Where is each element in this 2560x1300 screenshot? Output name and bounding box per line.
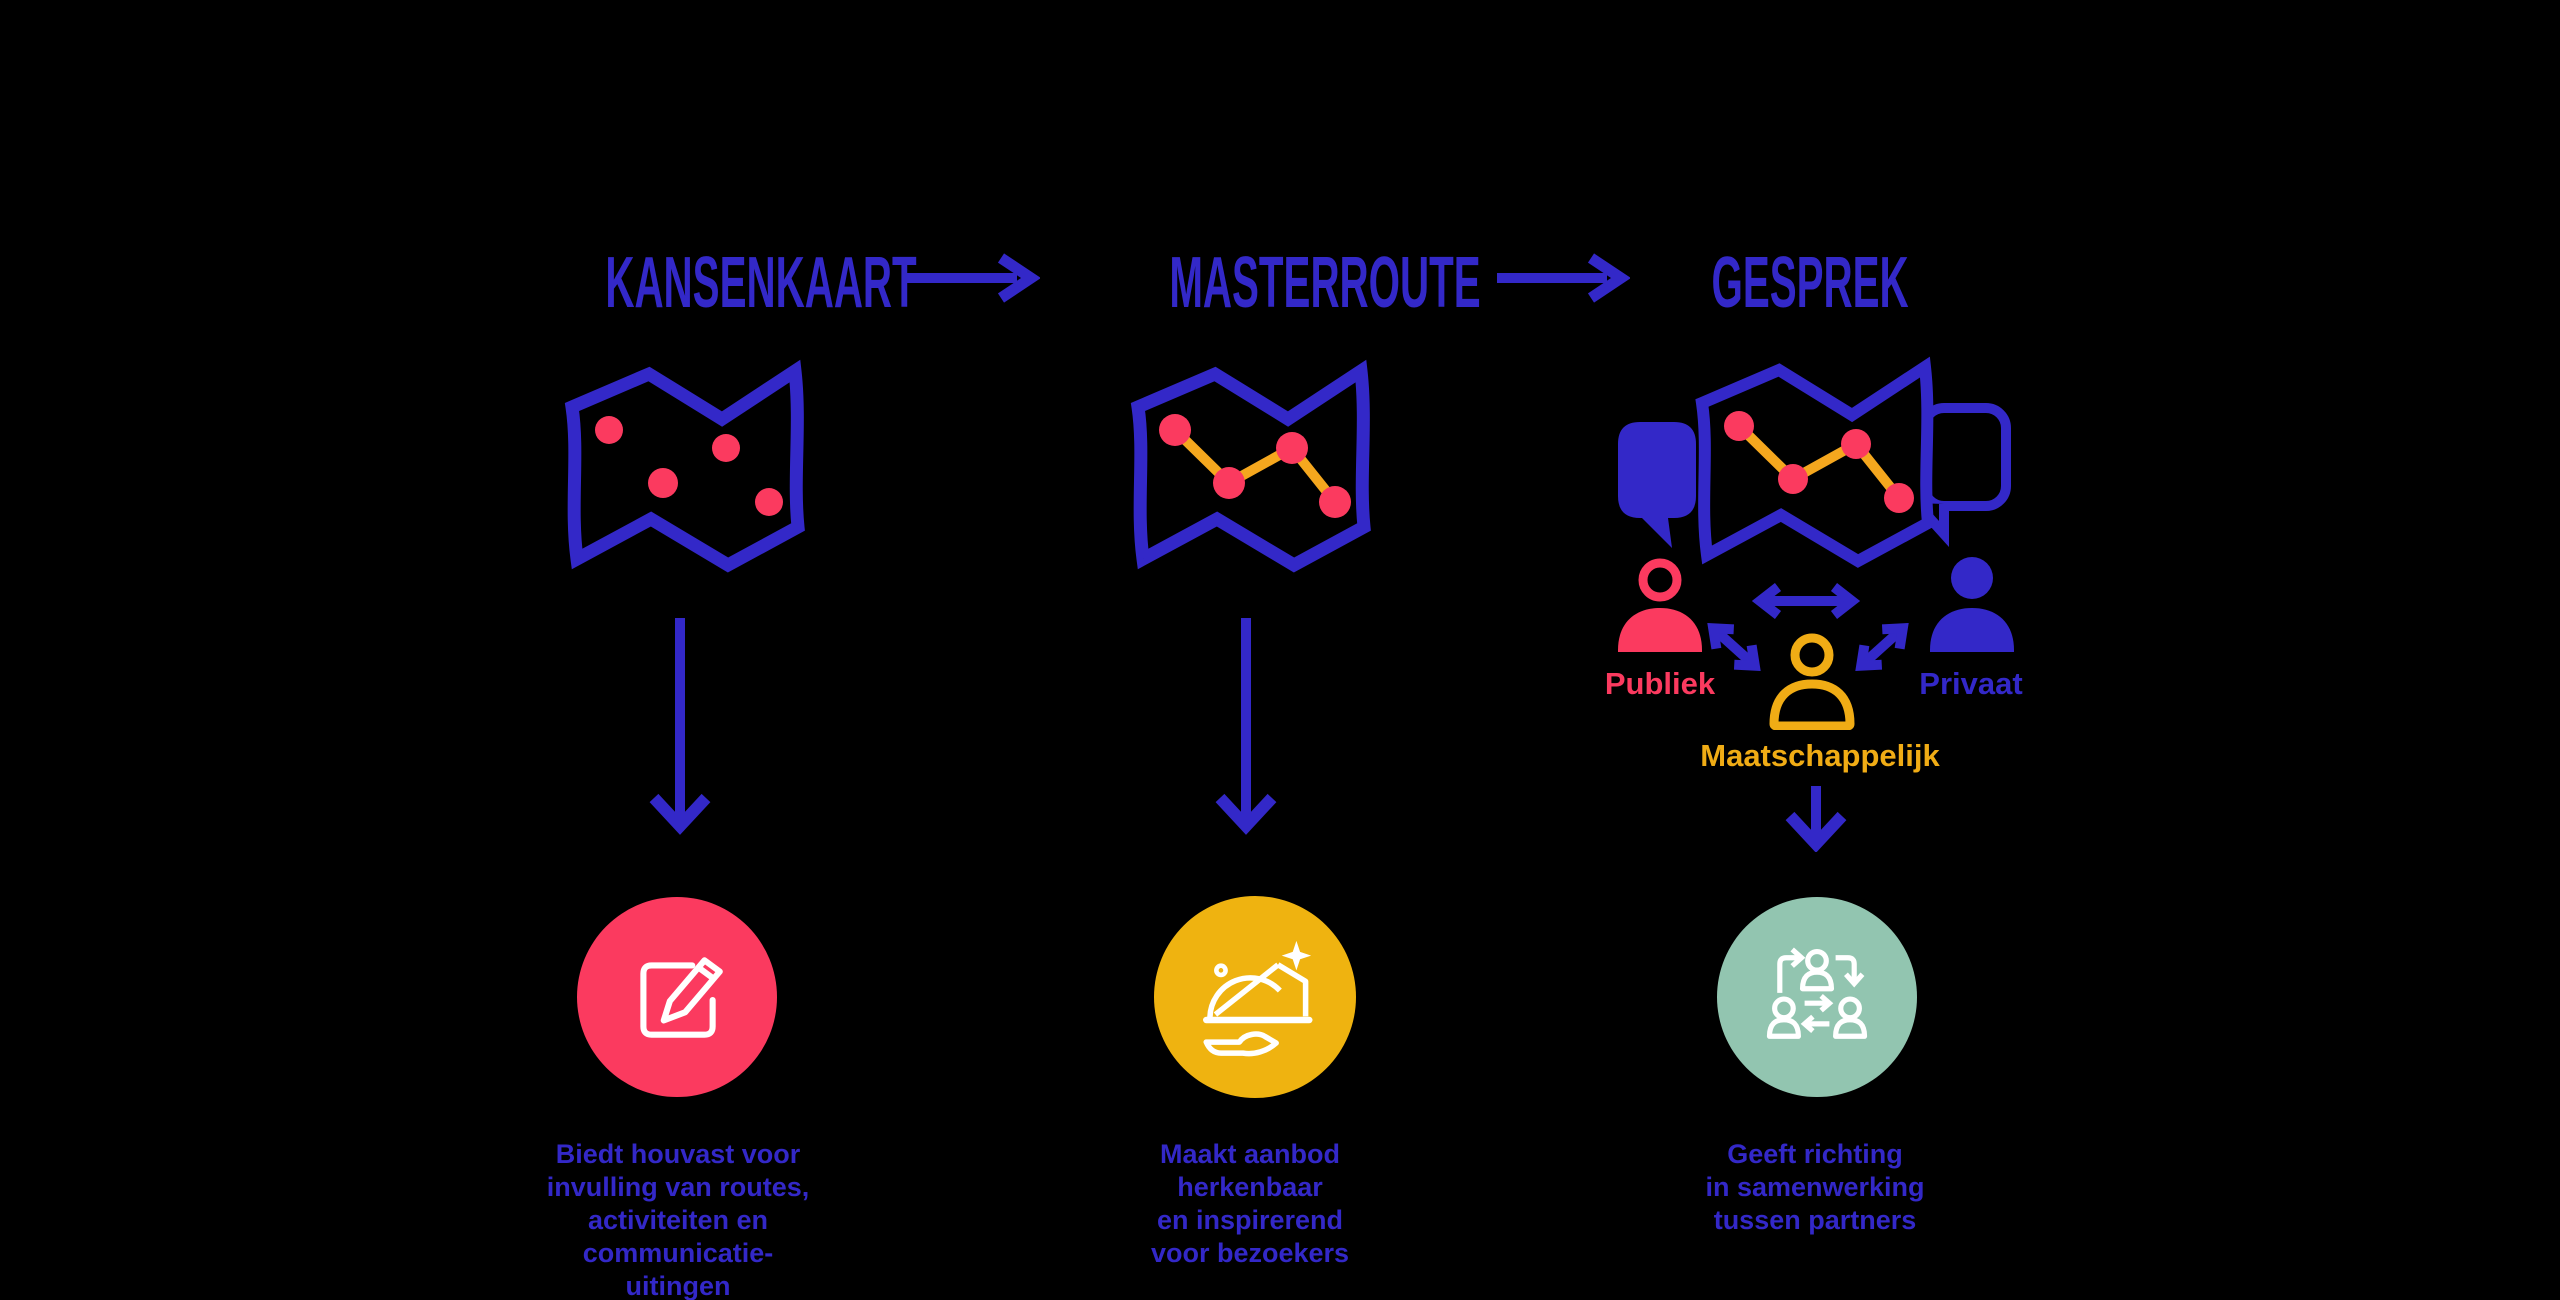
route-map-icon [1695, 356, 1935, 568]
double-arrow-diagonal-right-icon [1855, 622, 1909, 672]
kansenkaart-caption: Biedt houvast voor invulling van routes,… [546, 1139, 810, 1300]
arrow-right-icon [907, 253, 1040, 303]
double-arrow-diagonal-left-icon [1707, 622, 1761, 672]
person-maatschappelijk-icon [1769, 633, 1855, 730]
masterroute-result-badge [1154, 896, 1356, 1098]
arrow-right-icon [1497, 253, 1630, 303]
step-title-text: MASTERROUTE [1169, 243, 1481, 323]
edit-pencil-icon [640, 957, 723, 1038]
arrow-down-icon [1785, 786, 1847, 852]
masterroute-caption: Maakt aanbod herkenbaar en inspirerend v… [1150, 1139, 1350, 1268]
opportunity-map-icon [564, 359, 805, 573]
collaboration-cycle-icon [1766, 947, 1868, 1039]
step-title-masterroute: MASTERROUTE [1047, 242, 1480, 324]
privaat-label: Privaat [1919, 666, 2023, 701]
arrow-down-icon [1215, 618, 1277, 835]
kansenkaart-result-badge [577, 897, 777, 1097]
step-title-text: KANSENKAART [605, 243, 917, 323]
step-title-gesprek: GESPREK [1610, 242, 2010, 324]
maatschappelijk-label: Maatschappelijk [1700, 738, 1940, 773]
serving-cloche-icon [1203, 940, 1313, 1057]
route-map-icon [1130, 359, 1371, 573]
conversation-map-with-speech-bubbles-icon [1618, 356, 2011, 568]
double-arrow-horizontal-icon [1751, 583, 1861, 619]
person-privaat-icon [1930, 557, 2014, 652]
gesprek-caption: Geeft richting in samenwerking tussen pa… [1705, 1139, 1925, 1235]
gesprek-result-badge [1717, 897, 1917, 1097]
person-publiek-icon [1618, 558, 1702, 652]
step-title-kansenkaart: KANSENKAART [483, 242, 916, 324]
speech-bubble-left-icon [1618, 422, 1696, 548]
publiek-label: Publiek [1604, 666, 1716, 701]
step-title-text: GESPREK [1711, 243, 1909, 323]
arrow-down-icon [649, 618, 711, 835]
